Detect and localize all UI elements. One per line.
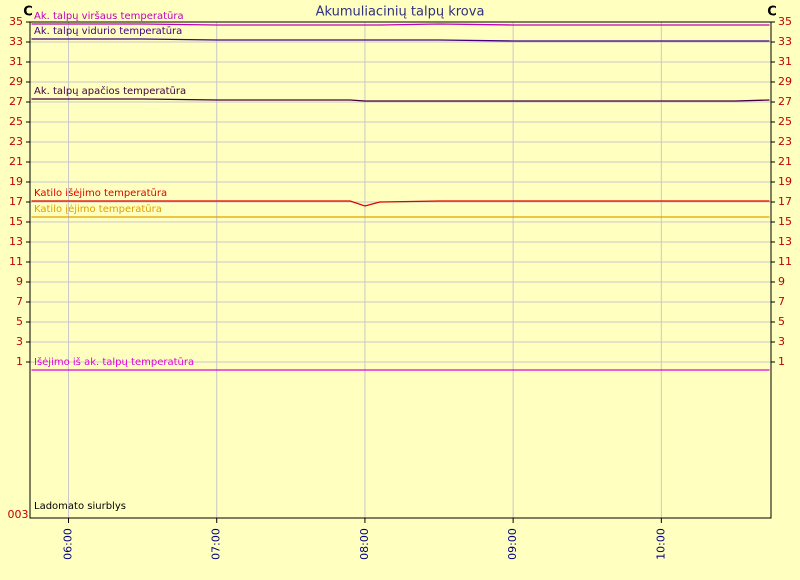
legend-label: Katilo išėjimo temperatūra (34, 187, 167, 199)
y-tick-label: 19 (778, 175, 792, 188)
x-tick-label: 06:00 (62, 528, 75, 560)
y-tick-label: 15 (9, 215, 23, 228)
series-line (31, 23, 770, 26)
y-tick-label: 9 (16, 275, 23, 288)
y-tick-label: 1 (778, 355, 785, 368)
y-tick-label: 25 (9, 115, 23, 128)
y-tick-label: 27 (778, 95, 792, 108)
legend-label: Išėjimo iš ak. talpų temperatūra (34, 356, 194, 368)
x-tick-label: 08:00 (358, 528, 371, 560)
y-tick-label: 13 (778, 235, 792, 248)
y-tick-label: 31 (778, 55, 792, 68)
y-tick-label: 35 (778, 15, 792, 28)
x-tick-label: 09:00 (506, 528, 519, 560)
y-tick-label: 23 (778, 135, 792, 148)
y-tick-label: 003 (8, 508, 29, 521)
y-tick-label: 27 (9, 95, 23, 108)
x-tick-label: 07:00 (210, 528, 223, 560)
plot-frame (29, 21, 772, 519)
y-tick-label: 19 (9, 175, 23, 188)
series-line (31, 98, 770, 102)
y-axis-label: C (23, 5, 33, 20)
y-tick-label: 5 (778, 315, 785, 328)
y-tick-label: 25 (778, 115, 792, 128)
chart-title: Akumuliacinių talpų krova (316, 5, 485, 20)
y-tick-label: 1 (16, 355, 23, 368)
x-tick-label: 10:00 (654, 528, 667, 560)
y-tick-label: 33 (9, 35, 23, 48)
y-tick-label: 33 (778, 35, 792, 48)
y-tick-label: 17 (9, 195, 23, 208)
y-tick-label: 5 (16, 315, 23, 328)
legend-label: Ak. talpų vidurio temperatūra (34, 26, 182, 37)
y-tick-label: 11 (9, 255, 23, 268)
y-tick-label: 3 (16, 335, 23, 348)
legend-label: Ak. talpų viršaus temperatūra (34, 10, 184, 22)
y-tick-label: 7 (16, 295, 23, 308)
series-line (31, 200, 770, 207)
y-tick-label: 35 (9, 15, 23, 28)
y-tick-label: 31 (9, 55, 23, 68)
y-axis-label: C (767, 5, 777, 20)
y-tick-label: 23 (9, 135, 23, 148)
y-tick-label: 15 (778, 215, 792, 228)
y-tick-label: 11 (778, 255, 792, 268)
y-tick-label: 3 (778, 335, 785, 348)
y-tick-label: 9 (778, 275, 785, 288)
legend-label: Katilo įėjimo temperatūra (34, 204, 162, 215)
y-tick-label: 17 (778, 195, 792, 208)
y-tick-label: 21 (9, 155, 23, 168)
y-tick-label: 29 (9, 75, 23, 88)
y-tick-label: 29 (778, 75, 792, 88)
y-tick-label: 7 (778, 295, 785, 308)
y-tick-label: 21 (778, 155, 792, 168)
y-tick-label: 13 (9, 235, 23, 248)
series-line (31, 38, 770, 42)
panel-label: Ladomato siurblys (34, 501, 126, 512)
legend-label: Ak. talpų apačios temperatūra (34, 85, 186, 97)
